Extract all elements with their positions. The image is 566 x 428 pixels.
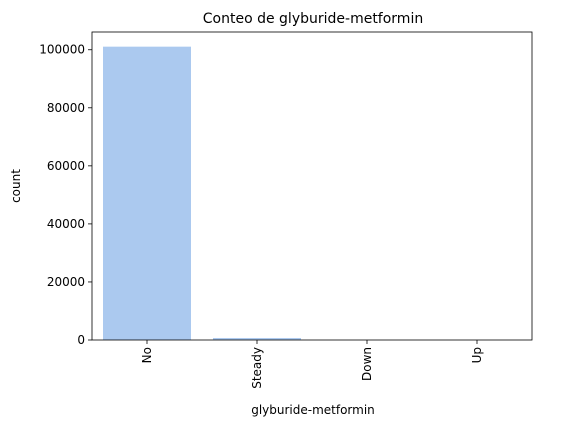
x-tick-label: No [140, 347, 154, 363]
x-axis-label: glyburide-metformin [251, 403, 375, 417]
x-tick-label: Up [470, 347, 484, 363]
y-tick-label: 100000 [39, 43, 85, 57]
y-tick-label: 0 [77, 333, 85, 347]
plot-frame [91, 31, 533, 341]
y-tick-label: 40000 [47, 217, 85, 231]
bar-no [103, 46, 191, 341]
y-axis: 0 20000 40000 60000 80000 100000 [39, 43, 92, 347]
y-axis-label: count [9, 169, 23, 203]
x-tick-label: Down [360, 347, 374, 381]
bars-group [103, 46, 521, 341]
y-tick-label: 20000 [47, 275, 85, 289]
chart-title: Conteo de glyburide-metformin [203, 11, 423, 27]
y-tick-label: 80000 [47, 101, 85, 115]
bar-steady [213, 337, 301, 340]
x-tick-label: Steady [250, 347, 264, 389]
y-tick-label: 60000 [47, 159, 85, 173]
x-axis: No Steady Down Up [140, 340, 484, 389]
